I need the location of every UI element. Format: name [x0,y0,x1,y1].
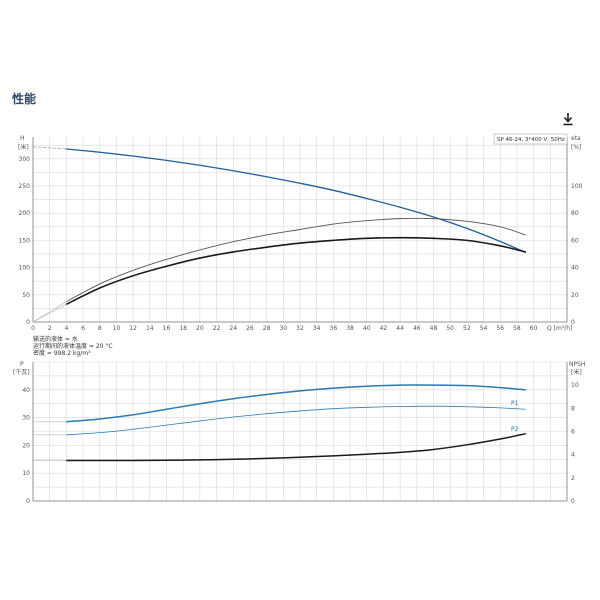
x-tick-label: 52 [463,325,471,332]
x-tick-label: 56 [496,325,504,332]
right-tick-label: 8 [571,405,575,412]
x-axis-label: Q [m³/h] [547,325,572,332]
x-tick-label: 50 [446,325,454,332]
left-tick-label: 0 [26,498,30,505]
x-tick-label: 26 [246,325,254,332]
x-tick-label: 58 [513,325,521,332]
series-line [32,301,67,323]
series-line [65,148,526,253]
x-tick-label: 54 [480,325,488,332]
x-tick-label: 6 [81,325,85,332]
right-tick-label: 0 [571,319,575,326]
right-tick-label: 2 [571,475,575,482]
left-tick-label: 30 [22,415,30,422]
x-tick-label: 30 [279,325,287,332]
left-axis-unit: [米] [18,143,29,151]
axes [32,362,568,502]
left-tick-label: 50 [22,292,30,299]
right-axis-label: eta [571,135,581,142]
x-tick-label: 8 [98,325,102,332]
power-npsh-chart: 0 10 20 30 40 0 2 4 6 8 10 P [千瓦] NPSH [米] P1 P2 [13,361,585,505]
series-line [65,236,527,306]
left-tick-label: 150 [19,237,31,244]
right-tick-label: 20 [571,292,579,299]
x-tick-label: 60 [530,325,538,332]
x-tick-label: 24 [229,325,237,332]
info-line-2: 运行期间的液体温度 = 20 °C [33,342,113,350]
pump-label: SP 46-24, 3*400 V, 50Hz [497,137,565,143]
right-tick-label: 4 [571,452,575,459]
download-icon[interactable] [562,112,574,126]
left-axis-unit: [千瓦] [13,368,30,376]
right-axis-unit: [米] [571,368,582,376]
right-tick-label: 40 [571,265,579,272]
axes [32,137,568,323]
right-tick-label: 100 [571,183,583,190]
series-line [32,303,67,323]
series-line [65,433,527,462]
info-line-1: 输送的液体 = 水 [33,335,78,343]
pump-label-box: SP 46-24, 3*400 V, 50Hz [493,133,568,145]
right-tick-label: 10 [571,382,579,389]
left-tick-label: 250 [19,183,31,190]
series-line-p2 [65,405,526,436]
left-tick-label: 20 [22,442,30,449]
right-tick-label: 6 [571,429,575,436]
series-label-p2: P2 [511,426,519,433]
right-tick-label: 60 [571,237,579,244]
series-lines [32,146,527,323]
page-title: 性能 [12,92,37,106]
right-tick-label: 0 [571,498,575,505]
x-tick-label: 32 [296,325,304,332]
series-lines [32,384,527,462]
x-tick-label: 4 [64,325,68,332]
x-tick-label: 34 [313,325,321,332]
x-tick-label: 16 [163,325,171,332]
right-axis-unit: [%] [571,144,581,151]
x-tick-label: 20 [196,325,204,332]
left-tick-label: 40 [22,387,30,394]
x-tick-label: 10 [113,325,121,332]
series-line [32,146,67,150]
left-axis-label: P [20,361,24,368]
x-tick-label: 44 [396,325,404,332]
x-tick-label: 0 [31,325,35,332]
x-tick-label: 18 [179,325,187,332]
left-tick-label: 200 [19,210,31,217]
series-line [65,217,526,303]
left-tick-label: 100 [19,265,31,272]
series-label-p1: P1 [511,400,519,407]
info-line-3: 密度 = 998.2 kg/m³ [33,349,91,357]
x-tick-label: 2 [48,325,52,332]
x-tick-label: 14 [146,325,154,332]
x-tick-label: 36 [330,325,338,332]
left-tick-label: 300 [19,156,31,163]
x-tick-label: 12 [129,325,137,332]
x-tick-label: 40 [363,325,371,332]
left-tick-label: 0 [26,319,30,326]
series-line-p1 [65,384,527,423]
x-tick-label: 46 [413,325,421,332]
right-tick-label: 80 [571,210,579,217]
right-axis-label: NPSH [569,361,585,368]
x-tick-label: 48 [430,325,438,332]
left-tick-label: 10 [22,470,30,477]
tick-labels: 0 10 20 30 40 0 2 4 6 8 10 [22,382,578,505]
x-tick-label: 28 [263,325,271,332]
left-axis-label: H [20,135,25,142]
x-tick-label: 42 [380,325,388,332]
x-tick-label: 38 [346,325,354,332]
x-tick-label: 22 [213,325,221,332]
